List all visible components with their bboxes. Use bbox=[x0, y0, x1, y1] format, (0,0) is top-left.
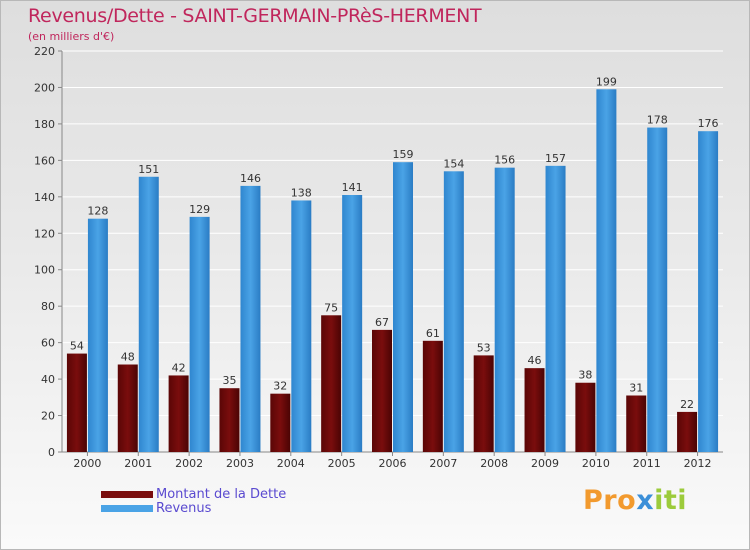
bar-debt bbox=[422, 340, 443, 452]
data-label-debt: 32 bbox=[273, 380, 287, 393]
data-label-revenue: 128 bbox=[87, 205, 108, 218]
y-tick-label: 140 bbox=[34, 191, 55, 204]
logo-letter: i bbox=[677, 485, 688, 516]
bar-debt bbox=[575, 382, 596, 452]
bar-debt bbox=[219, 388, 240, 452]
data-label-debt: 38 bbox=[578, 369, 592, 382]
x-tick-label: 2001 bbox=[124, 457, 152, 470]
bar-debt bbox=[473, 355, 494, 452]
data-label-debt: 53 bbox=[477, 341, 491, 354]
data-label-revenue: 154 bbox=[443, 157, 464, 170]
x-tick-label: 2008 bbox=[480, 457, 508, 470]
data-label-debt: 61 bbox=[426, 327, 440, 340]
bar-debt bbox=[117, 364, 138, 452]
legend-item-debt: Montant de la Dette bbox=[101, 487, 286, 502]
x-tick-label: 2000 bbox=[73, 457, 101, 470]
logo-letter: i bbox=[654, 485, 664, 516]
y-tick-label: 160 bbox=[34, 154, 55, 167]
bar-debt bbox=[626, 395, 647, 452]
chart-subtitle: (en milliers d'€) bbox=[28, 30, 115, 43]
x-tick-label: 2010 bbox=[582, 457, 610, 470]
data-label-revenue: 156 bbox=[494, 154, 515, 167]
bar-debt bbox=[372, 329, 392, 452]
logo-letter: t bbox=[663, 485, 678, 516]
y-tick-label: 200 bbox=[34, 81, 55, 94]
legend-item-revenue: Revenus bbox=[101, 501, 211, 516]
x-tick-label: 2006 bbox=[379, 457, 407, 470]
data-label-revenue: 129 bbox=[189, 203, 210, 216]
chart-title: Revenus/Dette - SAINT-GERMAIN-PRèS-HERME… bbox=[28, 5, 482, 27]
bar-revenue bbox=[87, 218, 108, 452]
bar-revenue bbox=[138, 176, 159, 452]
x-tick-label: 2002 bbox=[175, 457, 203, 470]
data-label-debt: 67 bbox=[375, 316, 389, 329]
logo-letter: x bbox=[636, 485, 655, 516]
y-tick-label: 120 bbox=[34, 227, 55, 240]
bar-debt bbox=[321, 315, 342, 452]
data-label-debt: 35 bbox=[222, 374, 236, 387]
bar-debt bbox=[270, 393, 291, 452]
legend-swatch-revenue bbox=[101, 505, 153, 512]
y-tick-label: 60 bbox=[41, 337, 55, 350]
legend-swatch-debt bbox=[101, 491, 153, 498]
data-label-revenue: 138 bbox=[291, 186, 312, 199]
data-label-debt: 31 bbox=[629, 381, 643, 394]
x-tick-label: 2007 bbox=[429, 457, 457, 470]
legend-label-revenue: Revenus bbox=[156, 501, 212, 516]
logo-letter: o bbox=[617, 485, 637, 516]
data-label-revenue: 159 bbox=[393, 148, 414, 161]
data-label-debt: 42 bbox=[172, 361, 186, 374]
bar-debt bbox=[168, 375, 189, 452]
x-tick-label: 2012 bbox=[684, 457, 712, 470]
bar-revenue bbox=[189, 216, 210, 452]
y-tick-label: 20 bbox=[41, 410, 55, 423]
data-label-revenue: 178 bbox=[647, 114, 668, 127]
data-label-debt: 54 bbox=[70, 340, 84, 353]
x-tick-label: 2005 bbox=[328, 457, 356, 470]
bar-revenue bbox=[393, 162, 413, 452]
data-label-debt: 22 bbox=[680, 398, 694, 411]
y-tick-label: 0 bbox=[48, 446, 55, 459]
y-tick-label: 80 bbox=[41, 300, 55, 313]
bar-debt bbox=[66, 353, 87, 452]
x-tick-label: 2009 bbox=[531, 457, 559, 470]
x-tick-label: 2004 bbox=[277, 457, 305, 470]
y-tick-label: 100 bbox=[34, 264, 55, 277]
proxiti-logo: Proxiti bbox=[583, 485, 687, 516]
data-label-debt: 46 bbox=[528, 354, 542, 367]
y-tick-label: 220 bbox=[34, 45, 55, 58]
bar-revenue bbox=[494, 167, 515, 452]
logo-letter: r bbox=[603, 485, 618, 516]
data-label-revenue: 151 bbox=[138, 163, 159, 176]
bar-debt bbox=[524, 368, 545, 452]
bar-debt bbox=[677, 411, 698, 452]
bar-revenue bbox=[342, 194, 363, 452]
legend-label-debt: Montant de la Dette bbox=[156, 487, 287, 502]
y-tick-label: 40 bbox=[41, 373, 55, 386]
data-label-revenue: 157 bbox=[545, 152, 566, 165]
bar-revenue bbox=[240, 185, 261, 452]
data-label-revenue: 199 bbox=[596, 75, 617, 88]
bar-revenue bbox=[443, 171, 464, 453]
bar-revenue bbox=[291, 200, 312, 452]
data-label-revenue: 141 bbox=[342, 181, 363, 194]
bar-revenue bbox=[647, 127, 668, 453]
data-label-revenue: 176 bbox=[698, 117, 719, 130]
logo-letter: P bbox=[583, 485, 604, 516]
x-tick-label: 2003 bbox=[226, 457, 254, 470]
y-tick-label: 180 bbox=[34, 118, 55, 131]
x-tick-label: 2011 bbox=[633, 457, 661, 470]
data-label-debt: 75 bbox=[324, 301, 338, 314]
data-label-debt: 48 bbox=[121, 351, 135, 364]
data-label-revenue: 146 bbox=[240, 172, 261, 185]
bar-revenue bbox=[596, 89, 617, 452]
bar-revenue bbox=[698, 131, 719, 452]
bar-revenue bbox=[545, 165, 566, 452]
